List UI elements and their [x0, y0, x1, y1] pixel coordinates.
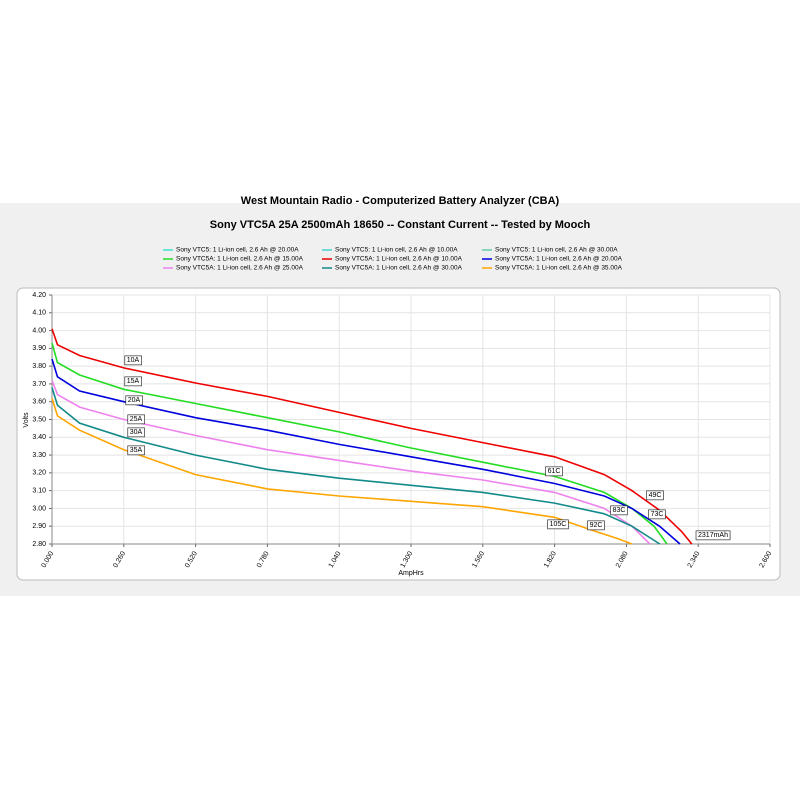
annotation: 20A — [125, 395, 143, 406]
chart-subtitle: Sony VTC5A 25A 2500mAh 18650 -- Constant… — [210, 219, 591, 231]
annotation-label: 73C — [651, 511, 664, 518]
series-line — [51, 380, 651, 545]
y-tick-label: 3.20 — [32, 470, 46, 477]
y-tick-label: 3.40 — [32, 434, 46, 441]
y-tick-label: 3.60 — [32, 399, 46, 406]
y-tick-label: 3.50 — [32, 416, 46, 423]
annotation-label: 25A — [130, 416, 143, 423]
y-tick-label: 2.90 — [32, 523, 46, 530]
annotation-box — [610, 505, 628, 516]
annotation-label: 49C — [649, 492, 662, 499]
annotation-label: 10A — [127, 357, 140, 364]
annotation: 35A — [127, 445, 145, 456]
annotation: 15A — [124, 376, 142, 387]
annotation-label: 83C — [613, 507, 626, 514]
legend-label: Sony VTC5A: 1 Li-ion cell, 2.6 Ah @ 10.0… — [335, 256, 463, 263]
legend-label: Sony VTC5A: 1 Li-ion cell, 2.6 Ah @ 20.0… — [495, 256, 623, 263]
annotation: 73C — [648, 509, 666, 520]
annotation-label: 92C — [590, 522, 603, 529]
annotation-label: 61C — [548, 468, 561, 475]
annotation-box — [125, 395, 143, 406]
legend-label: Sony VTC5: 1 Li-ion cell, 2.6 Ah @ 30.00… — [495, 247, 618, 254]
y-tick-label: 4.10 — [32, 310, 46, 317]
annotation-label: 35A — [130, 447, 143, 454]
legend-label: Sony VTC5: 1 Li-ion cell, 2.6 Ah @ 10.00… — [335, 247, 458, 254]
annotation-box — [127, 427, 145, 438]
x-axis-label: AmpHrs — [398, 570, 424, 577]
y-tick-label: 4.20 — [32, 292, 46, 299]
annotation: 25A — [127, 414, 145, 425]
legend-label: Sony VTC5: 1 Li-ion cell, 2.6 Ah @ 20.00… — [176, 247, 299, 254]
y-tick-label: 3.90 — [32, 345, 46, 352]
legend-label: Sony VTC5A: 1 Li-ion cell, 2.6 Ah @ 35.0… — [495, 265, 623, 272]
annotation-box — [587, 520, 605, 531]
annotation: 49C — [646, 490, 664, 501]
y-tick-label: 3.10 — [32, 487, 46, 494]
annotation: 92C — [587, 520, 605, 531]
annotation: 30A — [127, 427, 145, 438]
legend-label: Sony VTC5A: 1 Li-ion cell, 2.6 Ah @ 15.0… — [176, 256, 304, 263]
annotation-label: 20A — [128, 397, 141, 404]
legend-label: Sony VTC5A: 1 Li-ion cell, 2.6 Ah @ 30.0… — [335, 265, 463, 272]
annotation: 2317mAh — [695, 530, 731, 541]
annotation-box — [646, 490, 664, 501]
annotation-label: 30A — [130, 429, 143, 436]
annotation-label: 2317mAh — [698, 532, 728, 539]
y-tick-label: 3.00 — [32, 505, 46, 512]
annotation-box — [127, 414, 145, 425]
y-axis-label: Volts — [23, 412, 30, 428]
y-tick-label: 3.70 — [32, 381, 46, 388]
annotation: 10A — [124, 355, 142, 366]
plot-panel — [16, 287, 781, 581]
annotation-box — [648, 509, 666, 520]
legend-label: Sony VTC5A: 1 Li-ion cell, 2.6 Ah @ 25.0… — [176, 265, 304, 272]
annotation: 61C — [545, 466, 563, 477]
annotation-box — [124, 376, 142, 387]
annotation-box — [127, 445, 145, 456]
annotation-label: 15A — [127, 378, 140, 385]
y-tick-label: 3.80 — [32, 363, 46, 370]
chart-title: West Mountain Radio - Computerized Batte… — [241, 195, 560, 207]
y-tick-label: 2.80 — [32, 541, 46, 548]
annotation-box — [545, 466, 563, 477]
annotation-box — [124, 355, 142, 366]
annotation-box — [695, 530, 731, 541]
series-line — [51, 387, 661, 545]
series-line — [51, 328, 693, 545]
annotation-box — [547, 519, 569, 530]
annotation-label: 105C — [550, 521, 567, 528]
y-tick-label: 4.00 — [32, 327, 46, 334]
y-tick-label: 3.30 — [32, 452, 46, 459]
annotation: 83C — [610, 505, 628, 516]
annotation: 105C — [547, 519, 569, 530]
